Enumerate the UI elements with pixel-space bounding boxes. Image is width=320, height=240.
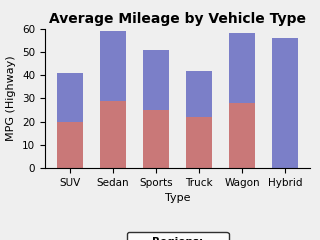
Title: Average Mileage by Vehicle Type: Average Mileage by Vehicle Type	[49, 12, 306, 26]
Bar	[229, 33, 255, 103]
Bar	[143, 50, 169, 110]
Bar	[100, 101, 126, 168]
Bar	[143, 110, 169, 168]
Bar	[229, 103, 255, 168]
Bar	[100, 31, 126, 101]
Y-axis label: MPG (Highway): MPG (Highway)	[6, 56, 16, 141]
Bar	[186, 117, 212, 168]
Bar	[186, 71, 212, 117]
X-axis label: Type: Type	[165, 193, 190, 203]
Bar	[272, 38, 298, 168]
Bar	[57, 122, 83, 168]
Bar	[57, 73, 83, 122]
Legend: Asia, USA: Asia, USA	[127, 232, 228, 240]
